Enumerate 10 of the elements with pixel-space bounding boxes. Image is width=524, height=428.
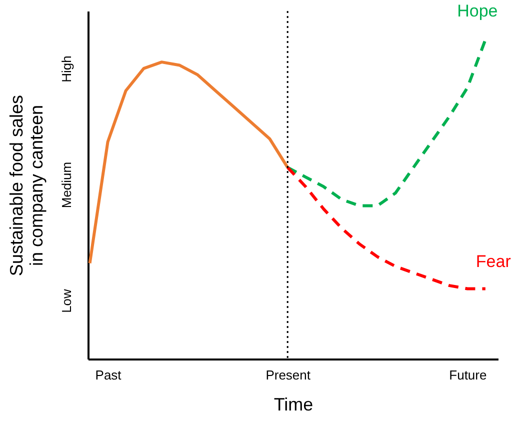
series-label: Hope [457, 2, 498, 21]
text: Medium [59, 162, 74, 208]
x-tick-label: Present [266, 368, 311, 382]
x-tick-label: Past [95, 368, 122, 382]
text: Low [59, 288, 74, 313]
text: High [59, 56, 74, 82]
y-axis-title: Sustainable food sales in company canteen [6, 94, 46, 276]
x-axis-title: Time [274, 394, 314, 414]
series-label: Fear [476, 252, 512, 271]
x-tick-label: Future [449, 368, 487, 382]
